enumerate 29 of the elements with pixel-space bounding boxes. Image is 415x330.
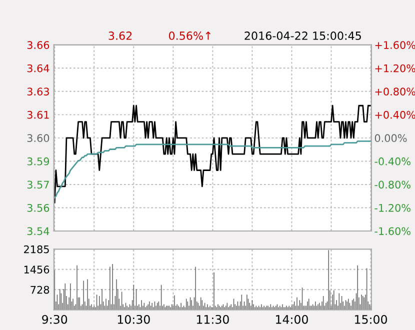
y-tick-label: 3.63	[27, 88, 49, 96]
y2-tick-label: 0.00%	[374, 134, 407, 142]
y-tick-label: 3.64	[27, 64, 50, 72]
y-tick-label: 3.60	[27, 134, 50, 142]
y-tick-label: 3.56	[27, 204, 50, 212]
y2-tick-label: +1.60%	[375, 41, 415, 49]
y-tick-label: 2185	[24, 245, 49, 254]
x-tick-label: 10:30	[118, 314, 150, 324]
x-tick-label: 15:00	[355, 314, 387, 324]
y-tick-label: 1456	[24, 266, 50, 274]
y2-tick-label: -1.20%	[374, 204, 410, 212]
y-tick-label: 728	[30, 286, 50, 294]
x-tick-label: 9:30	[42, 314, 68, 324]
x-tick-label: 14:00	[276, 314, 308, 324]
y2-tick-label: -1.60%	[374, 227, 410, 236]
y-tick-label: 3.57	[27, 180, 49, 189]
y2-tick-label: +0.80%	[375, 88, 415, 96]
y2-tick-label: -0.80%	[374, 180, 410, 189]
y2-tick-label: +0.40%	[375, 110, 415, 119]
y-tick-label: 3.59	[27, 157, 50, 166]
y-tick-label: 3.54	[27, 227, 50, 236]
y-tick-label: 3.66	[27, 41, 50, 49]
y-tick-label: 3.61	[27, 110, 49, 119]
y2-tick-label: +1.20%	[375, 64, 415, 72]
y2-tick-label: -0.40%	[374, 157, 410, 166]
chart-title: 2016-04-22 15:00:45	[244, 32, 361, 40]
x-tick-label: 11:30	[196, 314, 229, 324]
text: 0.56%↑	[168, 32, 211, 40]
text: 3.62	[108, 32, 132, 40]
